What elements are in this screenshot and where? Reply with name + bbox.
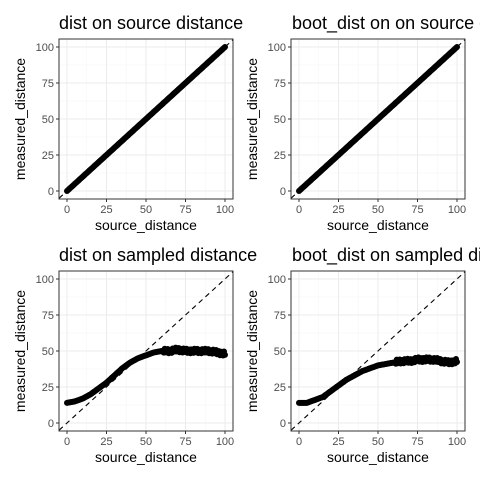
y-tick-label: 50 <box>42 114 54 126</box>
data-points <box>296 354 460 406</box>
x-tick-label: 50 <box>140 204 152 216</box>
identity-reference-line <box>58 271 234 431</box>
panel-boot-dist-source: 0 25 50 75 100 0 25 50 75 100 boot_dist on on sou… <box>244 13 480 233</box>
plot-area: 0 25 50 75 100 0 25 50 75 100 <box>268 270 466 448</box>
y-tick-label: 0 <box>48 186 54 198</box>
x-axis-title: source_distance <box>95 449 197 465</box>
x-axis-title: source_distance <box>327 449 429 465</box>
x-tick-label: 100 <box>448 436 466 448</box>
y-tick-label: 0 <box>48 418 54 430</box>
y-axis-title: measured_distance <box>244 290 260 412</box>
y-tick-label: 0 <box>280 186 286 198</box>
panel-title: dist on source distance <box>59 13 243 33</box>
y-tick-label: 100 <box>268 42 286 54</box>
x-tick-label: 0 <box>296 436 302 448</box>
x-axis-title: source_distance <box>95 217 197 233</box>
identity-reference-line <box>290 39 466 199</box>
x-tick-label: 100 <box>448 204 466 216</box>
data-point <box>454 359 460 366</box>
x-tick-label: 0 <box>296 204 302 216</box>
y-axis-title: measured_distance <box>12 58 28 180</box>
plot-area: 0 25 50 75 100 0 25 50 75 100 <box>36 38 234 216</box>
y-tick-label: 75 <box>42 78 54 90</box>
y-tick-label: 75 <box>42 310 54 322</box>
panel-title: dist on sampled distance <box>59 245 257 265</box>
y-tick-label: 50 <box>274 346 286 358</box>
panel-dist-source: 0 25 50 75 100 0 25 50 75 100 dist on source dist… <box>12 13 243 233</box>
panel-title: boot_dist on on source distance <box>292 13 480 34</box>
identity-reference-line <box>58 39 234 199</box>
x-tick-label: 75 <box>411 436 423 448</box>
panel-dist-sampled: 0 25 50 75 100 0 25 50 75 100 dist on sampled dis… <box>12 245 257 465</box>
y-tick-label: 25 <box>274 382 286 394</box>
plot-area: 0 25 50 75 100 0 25 50 75 100 <box>268 38 466 216</box>
y-tick-label: 0 <box>280 418 286 430</box>
x-tick-label: 75 <box>179 436 191 448</box>
y-tick-label: 100 <box>36 42 54 54</box>
x-tick-label: 0 <box>64 436 70 448</box>
x-tick-label: 100 <box>216 204 234 216</box>
y-tick-label: 75 <box>274 78 286 90</box>
y-axis-title: measured_distance <box>244 58 260 180</box>
x-tick-label: 50 <box>372 204 384 216</box>
data-points <box>64 344 228 406</box>
y-tick-label: 25 <box>42 150 54 162</box>
x-tick-label: 0 <box>64 204 70 216</box>
x-tick-label: 75 <box>179 204 191 216</box>
y-axis-title: measured_distance <box>12 290 28 412</box>
y-tick-label: 100 <box>36 274 54 286</box>
y-tick-label: 100 <box>268 274 286 286</box>
x-tick-label: 25 <box>100 204 112 216</box>
panel-title: boot_dist on sampled distance <box>292 245 480 266</box>
x-tick-label: 75 <box>411 204 423 216</box>
x-tick-label: 50 <box>140 436 152 448</box>
y-tick-label: 75 <box>274 310 286 322</box>
x-tick-label: 25 <box>332 204 344 216</box>
y-tick-label: 25 <box>274 150 286 162</box>
y-tick-label: 25 <box>42 382 54 394</box>
x-tick-label: 50 <box>372 436 384 448</box>
x-tick-label: 100 <box>216 436 234 448</box>
x-tick-label: 25 <box>332 436 344 448</box>
data-point <box>222 351 228 358</box>
x-tick-label: 25 <box>100 436 112 448</box>
panel-boot-dist-sampled: 0 25 50 75 100 0 25 50 75 100 boot_dist on sample… <box>244 245 480 465</box>
identity-reference-line <box>290 271 466 431</box>
y-tick-label: 50 <box>42 346 54 358</box>
plot-area: 0 25 50 75 100 0 25 50 75 100 <box>36 270 234 448</box>
y-tick-label: 50 <box>274 114 286 126</box>
x-axis-title: source_distance <box>327 217 429 233</box>
